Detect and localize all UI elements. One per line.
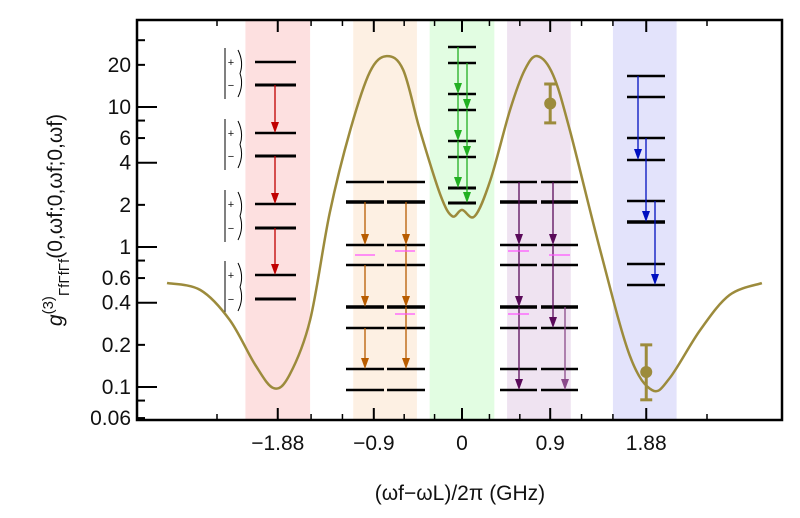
shaded-band: [429, 20, 495, 420]
y-tick-label: 0.4: [102, 292, 132, 315]
y-tick-label: 4: [119, 152, 131, 175]
x-axis-ticks: −1.88 −0.9 0 0.9 1.88: [216, 20, 708, 455]
arrowhead: [454, 130, 462, 141]
y-tick-label: 0.6: [102, 267, 131, 290]
ket-bracket: [237, 49, 243, 98]
ket-minus-label: −: [228, 294, 234, 306]
shaded-band: [507, 20, 571, 420]
y-label-sup: (3): [40, 296, 57, 314]
y-label-base: g: [44, 314, 67, 326]
x-tick-label: 1.88: [626, 432, 667, 455]
ket-bracket: [237, 120, 243, 169]
arrowhead: [634, 149, 642, 160]
y-tick-label: 10: [108, 96, 131, 119]
x-axis-label: (ωf−ωL)/2π (GHz): [375, 482, 545, 505]
y-tick-label: 2: [119, 194, 131, 217]
data-point: [544, 97, 557, 110]
measured-points: [544, 82, 653, 402]
g3-curve: [166, 54, 763, 393]
ket-minus-label: −: [228, 223, 234, 235]
arrowhead: [402, 234, 410, 245]
arrowhead: [271, 264, 279, 275]
shaded-band: [245, 20, 311, 420]
arrowhead: [271, 122, 279, 133]
arrowhead: [402, 296, 410, 307]
ket-bracket: [237, 191, 243, 241]
arrowhead: [651, 274, 659, 285]
ket-minus-label: −: [228, 80, 234, 92]
arrowhead: [454, 83, 462, 94]
arrowhead: [549, 317, 557, 328]
arrowhead: [361, 296, 369, 307]
ket-plus-label: +: [228, 57, 234, 69]
arrowhead: [361, 234, 369, 245]
energy-level-diagrams: + − + − + − + −: [224, 45, 665, 392]
y-tick-label: 0.1: [102, 376, 131, 399]
arrowhead: [463, 146, 471, 157]
ket-plus-label: +: [228, 128, 234, 140]
arrowhead: [271, 193, 279, 204]
arrowhead: [402, 358, 410, 369]
arrowhead: [361, 358, 369, 369]
ket-plus-label: +: [228, 199, 234, 211]
y-tick-label: 0.06: [90, 407, 131, 430]
y-label-args: (0,ωf;0,ωf;0,ωf): [44, 114, 67, 259]
x-tick-label: 0.9: [536, 432, 565, 455]
shaded-bands: [245, 20, 677, 420]
arrowhead: [561, 379, 569, 390]
y-tick-label: 1: [119, 236, 131, 259]
arrowhead: [463, 99, 471, 110]
ket-minus-label: −: [228, 151, 234, 163]
y-tick-label: 20: [108, 54, 131, 77]
y-tick-label: 0.2: [102, 334, 131, 357]
arrowhead: [454, 177, 462, 188]
y-tick-label: 6: [119, 127, 131, 150]
arrowhead: [515, 296, 523, 307]
arrowhead: [463, 192, 471, 203]
ket-bracket: [237, 262, 243, 312]
ket-plus-label: +: [228, 270, 234, 282]
data-point: [640, 365, 653, 378]
arrowhead: [515, 234, 523, 245]
y-axis-label: g(3)ΓfΓfΓf(0,ωf;0,ωf;0,ωf): [40, 114, 73, 326]
y-label-sub: ΓfΓfΓf: [56, 258, 73, 296]
y-axis-ticks: 20 10 64 2 1 0.60.4 0.2 0.1 0.06: [90, 39, 157, 430]
arrowhead: [642, 211, 650, 222]
x-tick-label: −1.88: [251, 432, 304, 455]
x-tick-label: 0: [456, 432, 468, 455]
arrowhead: [549, 234, 557, 245]
x-tick-label: −0.9: [353, 432, 394, 455]
arrowhead: [515, 379, 523, 390]
plot-frame: [135, 18, 784, 422]
